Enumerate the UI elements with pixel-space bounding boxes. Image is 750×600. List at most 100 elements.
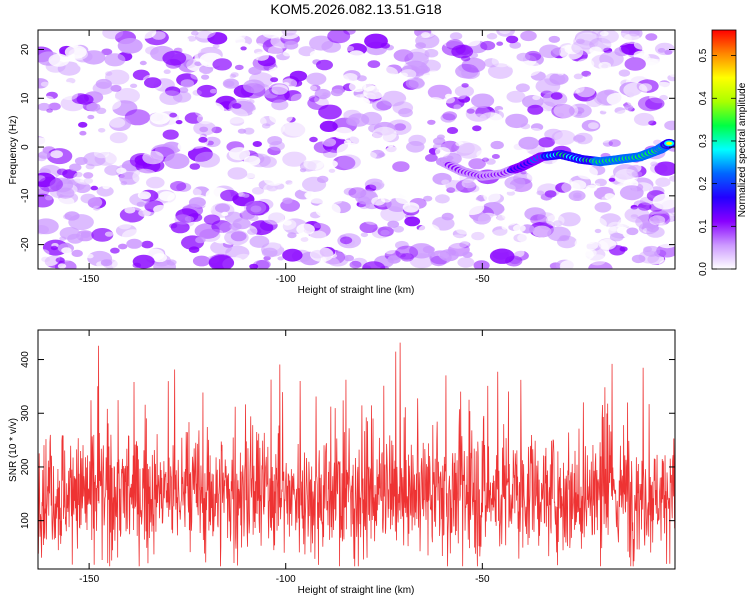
spectrogram-cell	[349, 131, 372, 145]
spectrogram-cell	[229, 116, 245, 126]
spectrogram-cell	[48, 102, 61, 111]
snr-panel: -150 -100 -50 100 200 300 400 Height of strai…	[8, 329, 676, 596]
spectrogram-cell	[250, 205, 262, 213]
spectrogram-cell	[282, 248, 303, 262]
spectrogram-cell	[623, 82, 648, 98]
spectrogram-cell	[623, 33, 641, 44]
spectrogram-cell	[454, 85, 474, 98]
spectrogram-cell	[451, 44, 474, 59]
spectrogram-cell	[380, 42, 390, 49]
spectrogram-cell	[309, 136, 318, 143]
spectrogram-cell	[427, 119, 436, 125]
spectrogram-cell	[319, 120, 338, 132]
spectrogram-cell	[455, 124, 464, 130]
spectrogram-cell	[343, 187, 357, 196]
spectrogram-cell	[482, 157, 489, 162]
spectrogram-cell	[303, 157, 324, 170]
spectrogram-cell	[449, 32, 463, 40]
spectrogram-cell	[99, 136, 118, 148]
snr-y-label: SNR (10 * v/v)	[8, 418, 19, 482]
spectrogram-cell	[520, 123, 531, 130]
spectrogram-cell	[527, 127, 543, 138]
spectrogram-cell	[232, 103, 242, 109]
spectrogram-cell	[500, 155, 511, 163]
y-tick-label: 0	[20, 144, 31, 150]
spectrogram-cell	[39, 67, 55, 77]
spectrogram-cell	[230, 72, 239, 78]
spectrogram-cell	[599, 30, 609, 37]
spectrogram-cell	[133, 30, 157, 39]
spectrogram-cell	[659, 130, 675, 142]
spectrogram-cell	[491, 154, 500, 159]
spectrogram-cell	[73, 171, 83, 178]
spectrogram-cell	[211, 126, 222, 134]
spectrogram-cell	[446, 187, 456, 193]
y-tick-label: 200	[20, 458, 31, 475]
spectrogram-cell	[308, 85, 318, 91]
spectrogram-cell	[464, 36, 481, 47]
spectrogram-cell	[49, 177, 74, 193]
spectrogram-cell	[141, 240, 154, 249]
spectrogram-cell	[194, 61, 202, 67]
spectrogram-cell	[322, 92, 329, 97]
spectrogram-cell	[626, 227, 639, 236]
spectrogram-cell	[288, 163, 302, 173]
spectrogram-cell	[261, 247, 278, 258]
y-tick-label: 300	[20, 404, 31, 421]
spectrogram-cell	[178, 87, 189, 94]
spectrogram-cell	[613, 164, 638, 180]
spectrogram-cell	[74, 182, 91, 193]
spectrogram-cell	[306, 72, 327, 86]
spectrogram-cell	[576, 38, 585, 44]
spectrogram-cell	[611, 32, 632, 46]
spectrogram-cell	[201, 74, 210, 80]
spectrogram-cell	[552, 117, 570, 128]
spectrogram-cell	[520, 30, 537, 42]
spectrogram-cell	[601, 196, 609, 201]
spectrogram-cell	[446, 234, 470, 249]
spectrogram-cell	[290, 93, 308, 105]
spectrogram-cell	[38, 249, 50, 257]
spectrogram-cell	[436, 134, 445, 140]
spectrogram-cell	[570, 203, 580, 209]
spectrogram-cell	[116, 167, 127, 174]
spectrogram-cell	[588, 261, 613, 269]
snr-series-line	[38, 342, 675, 567]
spectrogram-cell	[322, 138, 337, 147]
spectrogram-cell	[462, 251, 473, 258]
spectrogram-cell	[165, 58, 182, 69]
spectrogram-cell	[440, 113, 456, 123]
spectrogram-cell	[224, 229, 249, 246]
spectrogram-cell	[263, 173, 285, 186]
spectrogram-cell	[112, 259, 129, 269]
spectrogram-cell	[547, 226, 571, 242]
spectrogram-cells	[38, 30, 675, 269]
spectrogram-cell	[282, 197, 293, 204]
spectrogram-cell	[559, 259, 581, 269]
spectrogram-cell	[387, 255, 401, 264]
spectrogram-cell	[592, 127, 617, 143]
spectrogram-cell	[196, 113, 214, 125]
spectrogram-cell	[489, 248, 515, 264]
spectrogram-cell	[343, 109, 362, 121]
spectrogram-cell	[586, 73, 601, 83]
spectrogram-cell	[501, 225, 509, 230]
spectrogram-cell	[184, 216, 195, 222]
colorbar-label: Normalized spectral amplitude	[737, 82, 748, 217]
spectrogram-cell	[654, 42, 675, 56]
spectrogram-cell	[395, 240, 409, 250]
spectrogram-cell	[618, 69, 631, 77]
snr-frame	[37, 329, 676, 570]
spectrogram-cell	[594, 202, 612, 213]
spectrogram-cell	[348, 50, 365, 61]
spectrogram-cell	[249, 235, 270, 248]
spectrogram-cell	[67, 233, 84, 244]
spectrogram-cell	[669, 72, 675, 77]
spectrogram-cell	[203, 214, 221, 225]
spectrogram-cell	[86, 102, 101, 112]
spectrogram-cell	[562, 250, 574, 257]
x-tick-label: -50	[475, 274, 490, 285]
spectrogram-cell	[630, 204, 638, 210]
